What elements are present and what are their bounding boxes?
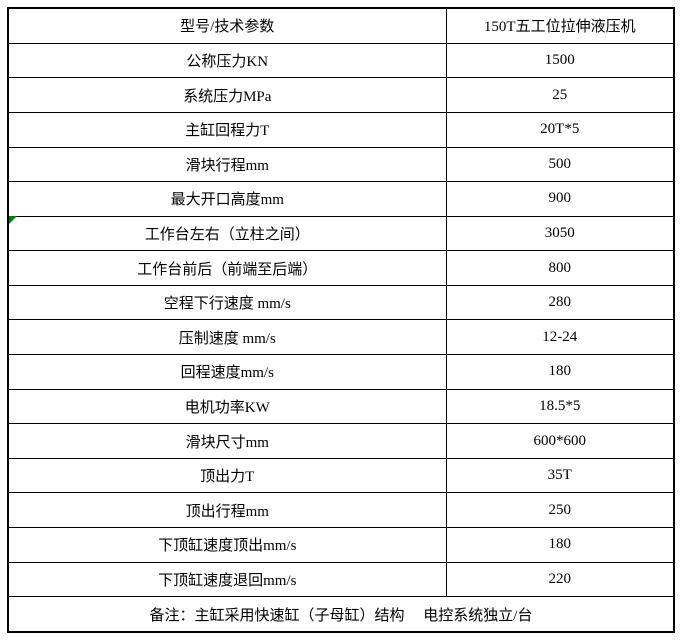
table-row: 公称压力KN 1500	[7, 42, 675, 79]
spec-label-cell: 顶出行程mm	[7, 492, 447, 528]
spec-label-cell: 工作台左右（立柱之间）	[7, 215, 447, 252]
green-corner-marker	[9, 216, 17, 224]
table-row: 压制速度 mm/s 12-24	[7, 319, 675, 356]
spec-value-cell: 800	[445, 250, 675, 286]
spec-value-cell: 180	[445, 354, 675, 390]
table-row: 空程下行速度 mm/s 280	[7, 284, 675, 321]
spec-value-cell: 280	[445, 284, 675, 321]
spec-value-cell: 35T	[445, 457, 675, 494]
spec-label-cell: 公称压力KN	[7, 42, 447, 79]
table-row: 主缸回程力T 20T*5	[7, 112, 675, 148]
spec-label-cell: 电机功率KW	[7, 388, 447, 425]
spec-label-cell: 空程下行速度 mm/s	[7, 284, 447, 321]
param-header-cell: 型号/技术参数	[7, 7, 447, 44]
table-row: 回程速度mm/s 180	[7, 354, 675, 390]
spec-label-cell: 下顶缸速度退回mm/s	[7, 561, 447, 598]
table-row: 工作台前后（前端至后端） 800	[7, 250, 675, 286]
header-row: 型号/技术参数 150T五工位拉伸液压机	[7, 7, 675, 44]
spec-value-cell: 600*600	[445, 423, 675, 459]
table-row: 滑块尺寸mm 600*600	[7, 423, 675, 459]
spec-label-cell: 工作台前后（前端至后端）	[7, 250, 447, 286]
table-row: 工作台左右（立柱之间） 3050	[7, 215, 675, 252]
table-row: 下顶缸速度退回mm/s 220	[7, 561, 675, 598]
spec-label-cell: 系统压力MPa	[7, 77, 447, 114]
spec-label-cell: 滑块尺寸mm	[7, 423, 447, 459]
spec-value-cell: 900	[445, 181, 675, 217]
remark-row: 备注：主缸采用快速缸（子母缸）结构 电控系统独立/台	[7, 596, 675, 633]
remark-cell: 备注：主缸采用快速缸（子母缸）结构 电控系统独立/台	[7, 596, 675, 633]
spec-label-cell: 顶出力T	[7, 457, 447, 494]
spec-value-cell: 25	[445, 77, 675, 114]
spec-value-cell: 12-24	[445, 319, 675, 356]
table-row: 滑块行程mm 500	[7, 146, 675, 183]
model-header-cell: 150T五工位拉伸液压机	[445, 7, 675, 44]
table-row: 系统压力MPa 25	[7, 77, 675, 114]
spec-value-cell: 180	[445, 526, 675, 563]
table-row: 顶出行程mm 250	[7, 492, 675, 528]
table-row: 下顶缸速度顶出mm/s 180	[7, 526, 675, 563]
spec-label-cell: 下顶缸速度顶出mm/s	[7, 526, 447, 563]
table-row: 电机功率KW 18.5*5	[7, 388, 675, 425]
spec-value-cell: 250	[445, 492, 675, 528]
spec-value-cell: 20T*5	[445, 112, 675, 148]
table-row: 顶出力T 35T	[7, 457, 675, 494]
spec-label-cell: 最大开口高度mm	[7, 181, 447, 217]
spec-value-cell: 18.5*5	[445, 388, 675, 425]
spec-value-cell: 500	[445, 146, 675, 183]
spec-label-cell: 回程速度mm/s	[7, 354, 447, 390]
spec-value-cell: 3050	[445, 215, 675, 252]
spec-value-cell: 1500	[445, 42, 675, 79]
spec-label-cell: 压制速度 mm/s	[7, 319, 447, 356]
spec-table: 型号/技术参数 150T五工位拉伸液压机 公称压力KN 1500 系统压力MPa…	[7, 7, 675, 633]
spec-label-cell: 滑块行程mm	[7, 146, 447, 183]
spec-value-cell: 220	[445, 561, 675, 598]
spec-label-cell: 主缸回程力T	[7, 112, 447, 148]
table-row: 最大开口高度mm 900	[7, 181, 675, 217]
